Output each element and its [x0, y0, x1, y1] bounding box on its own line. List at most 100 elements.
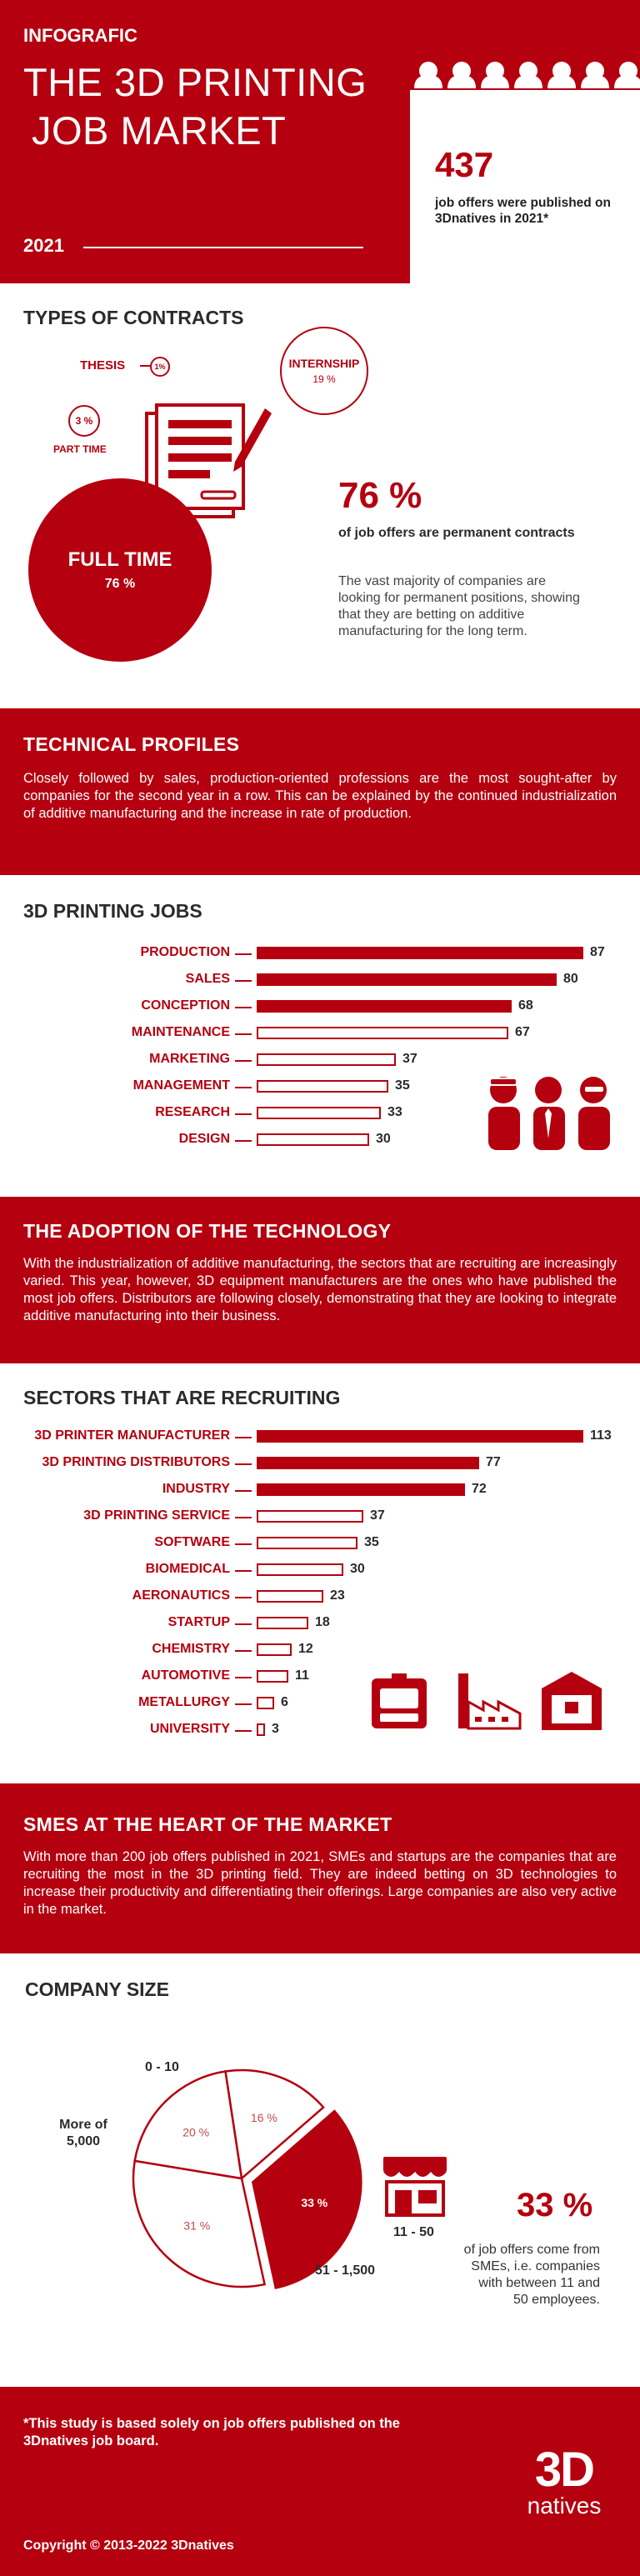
page-title-line1: THE 3D PRINTING: [23, 60, 368, 104]
bar-connector-chemistry: [235, 1650, 252, 1652]
bar-connector-startup: [235, 1623, 252, 1625]
permanent-percent: 76 %: [338, 475, 422, 516]
page-title: THE 3D PRINTING JOB MARKET: [23, 58, 367, 155]
bar-label-biomedical: BIOMEDICAL: [145, 1562, 230, 1576]
bar-value-production: 87: [590, 945, 605, 959]
bar-label-design: DESIGN: [178, 1132, 230, 1146]
contract-document-icon: [145, 403, 272, 518]
bar-value-metallurgy: 6: [281, 1695, 288, 1709]
bar-label-software: SOFTWARE: [154, 1535, 230, 1549]
3d-printer-box-icon: [542, 1672, 602, 1730]
pie-value-0-10: 16 %: [251, 2111, 278, 2124]
sector-icons: [372, 1672, 602, 1730]
bar-label-automotive: AUTOMOTIVE: [141, 1668, 230, 1683]
bar-label-university: UNIVERSITY: [149, 1722, 230, 1736]
permanent-description: The vast majority of companies are looki…: [338, 574, 580, 638]
pie-slice-11-50: [251, 2109, 362, 2289]
bar-label-industry: INDUSTRY: [162, 1482, 230, 1496]
parttime-value: 3 %: [75, 415, 93, 427]
pie-label-more-5000: More of 5,000: [59, 2118, 108, 2148]
smes-band: SMES AT THE HEART OF THE MARKET With mor…: [0, 1783, 640, 1953]
technical-text: Closely followed by sales, production-or…: [23, 771, 617, 821]
bar-3d-printer-manufacturer: [257, 1430, 583, 1443]
thesis-bubble: 1%: [150, 357, 170, 377]
sme-caption: of job offers come from SMEs, i.e. compa…: [463, 2243, 600, 2307]
bar-metallurgy: [257, 1697, 274, 1709]
internship-value: 19 %: [312, 373, 336, 385]
people-icons: [410, 0, 640, 90]
bar-connector-research: [235, 1113, 252, 1115]
bar-value-3d-printing-distributors: 77: [486, 1455, 501, 1469]
job-offers-caption: job offers were published on 3Dnatives i…: [435, 196, 611, 226]
bar-label-3d-printer-manufacturer: 3D PRINTER MANUFACTURER: [34, 1428, 230, 1443]
adoption-title: THE ADOPTION OF THE TECHNOLOGY: [23, 1220, 392, 1242]
footnote: *This study is based solely on job offer…: [23, 2416, 400, 2448]
pie-slice-51-1-500: [132, 2159, 267, 2288]
bar-marketing: [257, 1053, 396, 1066]
bar-label-metallurgy: METALLURGY: [138, 1695, 230, 1709]
permanent-caption: of job offers are permanent contracts: [338, 526, 575, 540]
people-icon: [414, 62, 640, 88]
smes-title: SMES AT THE HEART OF THE MARKET: [23, 1813, 392, 1835]
pie-value-51-1-500: 31 %: [183, 2219, 210, 2233]
contracts-section: TYPES OF CONTRACTS THESIS 1% INTERNSHIP …: [0, 283, 640, 683]
bar-chemistry: [257, 1643, 292, 1656]
pie-label-51-1500: 51 - 1,500: [315, 2263, 376, 2278]
logo-wordmark: natives: [527, 2493, 602, 2518]
bar-connector-biomedical: [235, 1570, 252, 1572]
internship-bubble: INTERNSHIP 19 %: [280, 327, 368, 415]
bar-connector-automotive: [235, 1677, 252, 1678]
factory-icon: [458, 1673, 522, 1730]
thesis-connector: [140, 365, 150, 367]
smes-text: With more than 200 job offers published …: [23, 1849, 617, 1917]
bar-value-management: 35: [395, 1078, 410, 1093]
bar-university: [257, 1723, 265, 1736]
bar-connector-maintenance: [235, 1033, 252, 1035]
kicker: INFOGRAFIC: [23, 25, 138, 46]
bar-aeronautics: [257, 1590, 323, 1603]
bar-label-research: RESEARCH: [155, 1105, 230, 1119]
header: INFOGRAFIC THE 3D PRINTING JOB MARKET 20…: [0, 0, 640, 283]
bar-value-aeronautics: 23: [330, 1588, 345, 1603]
pie-slice-more-of-5-000: [133, 2070, 243, 2180]
bar-label-3d-printing-service: 3D PRINTING SERVICE: [83, 1508, 230, 1523]
fulltime-value: 76 %: [104, 577, 136, 591]
bar-value-marketing: 37: [402, 1052, 418, 1066]
bar-connector-conception: [235, 1007, 252, 1008]
bar-label-maintenance: MAINTENANCE: [131, 1025, 230, 1039]
bar-value-automotive: 11: [295, 1668, 309, 1683]
pie-label-11-50: 11 - 50: [393, 2225, 434, 2239]
bar-label-sales: SALES: [185, 972, 230, 986]
bar-connector-3d-printer-manufacturer: [235, 1437, 252, 1438]
bar-value-research: 33: [388, 1105, 402, 1119]
divider: [83, 247, 363, 248]
bar-connector-3d-printing-distributors: [235, 1463, 252, 1465]
bar-value-biomedical: 30: [350, 1562, 365, 1576]
bar-connector-university: [235, 1730, 252, 1732]
pie-value-11-50: 33 %: [301, 2196, 328, 2209]
printer-icon: [372, 1673, 427, 1728]
pie-slice-0-10: [224, 2068, 325, 2181]
bar-label-chemistry: CHEMISTRY: [152, 1642, 230, 1656]
shop-icon: [383, 2157, 447, 2217]
pie-label-0-10: 0 - 10: [145, 2060, 179, 2074]
jobs-chart-title: 3D PRINTING JOBS: [23, 900, 202, 922]
bar-label-conception: CONCEPTION: [141, 998, 230, 1013]
bar-3d-printing-service: [257, 1510, 363, 1523]
sme-percent: 33 %: [517, 2187, 593, 2223]
technical-title: TECHNICAL PROFILES: [23, 733, 240, 755]
jobs-chart-section: 3D PRINTING JOBS PRODUCTION 87 SALES 80 CONC…: [0, 875, 640, 1183]
fulltime-bubble: FULL TIME 76 %: [28, 478, 212, 662]
bar-startup: [257, 1617, 308, 1629]
bar-maintenance: [257, 1027, 508, 1039]
company-size-title: COMPANY SIZE: [25, 1978, 169, 2000]
bar-value-sales: 80: [563, 972, 578, 986]
adoption-text: With the industrialization of additive m…: [23, 1256, 617, 1323]
bar-label-startup: STARTUP: [168, 1615, 230, 1629]
page-title-line2: JOB MARKET: [32, 108, 287, 153]
bar-management: [257, 1080, 388, 1093]
contracts-title: TYPES OF CONTRACTS: [23, 307, 244, 328]
thesis-value: 1%: [154, 363, 166, 371]
bar-value-conception: 68: [518, 998, 533, 1013]
parttime-label: PART TIME: [53, 443, 107, 455]
